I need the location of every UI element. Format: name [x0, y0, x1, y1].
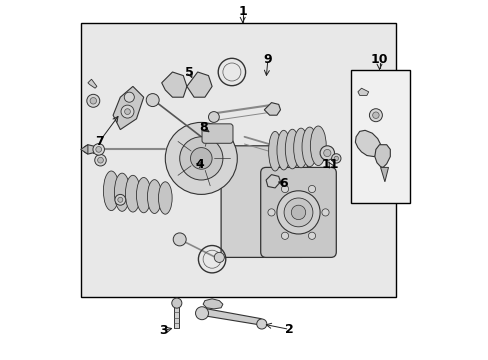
Circle shape [208, 112, 219, 122]
Polygon shape [264, 103, 280, 115]
Text: 5: 5 [184, 66, 193, 78]
Circle shape [96, 147, 102, 152]
Circle shape [95, 154, 106, 166]
Polygon shape [355, 130, 381, 157]
Polygon shape [113, 86, 143, 130]
Circle shape [179, 137, 223, 180]
Text: 4: 4 [195, 158, 203, 171]
Ellipse shape [114, 173, 129, 211]
Circle shape [171, 298, 182, 308]
Bar [81, 23, 395, 297]
Circle shape [308, 185, 315, 193]
Circle shape [372, 112, 378, 118]
FancyBboxPatch shape [202, 124, 232, 143]
Circle shape [124, 92, 134, 102]
Ellipse shape [147, 180, 161, 213]
Text: 2: 2 [285, 323, 293, 336]
Circle shape [267, 209, 275, 216]
Text: 1: 1 [238, 5, 246, 18]
Circle shape [146, 94, 159, 107]
Polygon shape [265, 175, 280, 188]
Circle shape [214, 252, 224, 262]
Polygon shape [380, 167, 387, 182]
Polygon shape [81, 145, 88, 154]
Circle shape [195, 307, 208, 320]
Circle shape [281, 185, 288, 193]
Ellipse shape [125, 175, 140, 212]
Polygon shape [88, 79, 97, 88]
Polygon shape [199, 308, 265, 326]
Circle shape [87, 94, 100, 107]
Text: 8: 8 [199, 121, 207, 134]
Text: 10: 10 [370, 53, 387, 66]
FancyBboxPatch shape [260, 167, 336, 257]
Circle shape [121, 105, 134, 118]
Circle shape [331, 154, 340, 163]
FancyBboxPatch shape [221, 146, 307, 257]
Ellipse shape [276, 130, 290, 170]
Text: 7: 7 [95, 135, 104, 148]
Circle shape [368, 109, 382, 122]
Polygon shape [162, 72, 186, 97]
Text: 3: 3 [159, 324, 167, 337]
Circle shape [333, 156, 338, 161]
Ellipse shape [285, 129, 299, 169]
Ellipse shape [103, 171, 119, 211]
Ellipse shape [293, 128, 308, 168]
Circle shape [308, 232, 315, 239]
Text: 9: 9 [263, 53, 272, 66]
Ellipse shape [158, 182, 172, 214]
Circle shape [276, 191, 320, 234]
Polygon shape [186, 72, 212, 97]
Circle shape [118, 197, 122, 202]
Polygon shape [357, 88, 368, 95]
Circle shape [90, 98, 96, 104]
Ellipse shape [268, 131, 281, 171]
Circle shape [320, 146, 334, 160]
Ellipse shape [136, 177, 151, 213]
Bar [174, 304, 179, 328]
Circle shape [173, 233, 186, 246]
Polygon shape [203, 299, 223, 309]
Ellipse shape [310, 126, 325, 166]
Bar [350, 70, 409, 203]
Circle shape [93, 144, 104, 155]
Circle shape [190, 148, 212, 169]
Circle shape [321, 209, 328, 216]
Text: 6: 6 [279, 177, 287, 190]
Circle shape [98, 157, 103, 163]
Ellipse shape [302, 127, 317, 167]
Circle shape [323, 149, 330, 157]
Circle shape [284, 198, 312, 227]
Circle shape [291, 205, 305, 220]
Polygon shape [84, 145, 97, 154]
Polygon shape [374, 145, 389, 167]
Circle shape [124, 109, 130, 114]
Circle shape [256, 319, 266, 329]
Text: 11: 11 [321, 158, 338, 171]
Circle shape [281, 232, 288, 239]
Circle shape [115, 194, 125, 205]
Circle shape [165, 122, 237, 194]
